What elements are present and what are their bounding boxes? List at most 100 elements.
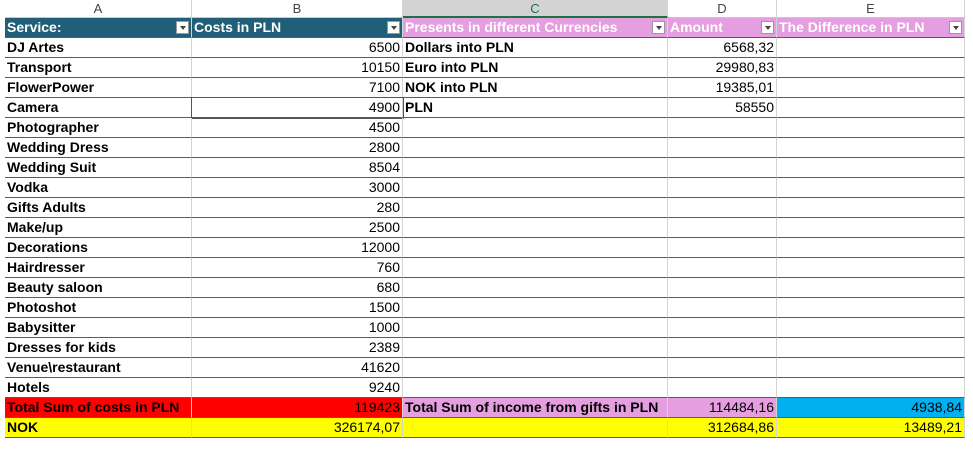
cell[interactable]: 13489,21 xyxy=(777,418,965,438)
cell[interactable]: 312684,86 xyxy=(668,418,777,438)
filter-button[interactable] xyxy=(176,21,189,34)
cell[interactable] xyxy=(668,358,777,378)
cell[interactable]: 1000 xyxy=(192,318,403,338)
cell[interactable] xyxy=(403,318,668,338)
cell[interactable]: Camera xyxy=(5,98,192,118)
cell[interactable] xyxy=(403,198,668,218)
cell[interactable]: 4938,84 xyxy=(777,398,965,418)
cell[interactable] xyxy=(668,158,777,178)
cell[interactable]: Hairdresser xyxy=(5,258,192,278)
cell[interactable]: Vodka xyxy=(5,178,192,198)
cell[interactable] xyxy=(403,298,668,318)
cell[interactable]: Photographer xyxy=(5,118,192,138)
cell[interactable] xyxy=(668,138,777,158)
cell[interactable] xyxy=(777,98,965,118)
cell[interactable]: 280 xyxy=(192,198,403,218)
cell[interactable]: 2500 xyxy=(192,218,403,238)
cell[interactable] xyxy=(668,318,777,338)
cell[interactable]: Dresses for kids xyxy=(5,338,192,358)
cell[interactable] xyxy=(777,318,965,338)
cell[interactable]: NOK into PLN xyxy=(403,78,668,98)
cell[interactable]: 29980,83 xyxy=(668,58,777,78)
cell[interactable] xyxy=(777,378,965,398)
cell[interactable]: Wedding Suit xyxy=(5,158,192,178)
cell[interactable] xyxy=(668,218,777,238)
cell[interactable]: Total Sum of costs in PLN xyxy=(5,398,192,418)
column-header[interactable]: C xyxy=(403,0,668,18)
cell[interactable] xyxy=(777,358,965,378)
cell[interactable] xyxy=(777,278,965,298)
column-header[interactable]: A xyxy=(5,0,192,18)
filter-button[interactable] xyxy=(761,21,774,34)
cell[interactable] xyxy=(668,298,777,318)
cell[interactable]: 19385,01 xyxy=(668,78,777,98)
cell[interactable]: Transport xyxy=(5,58,192,78)
cell[interactable]: 41620 xyxy=(192,358,403,378)
cell[interactable]: 58550 xyxy=(668,98,777,118)
cell[interactable] xyxy=(403,118,668,138)
cell[interactable] xyxy=(668,278,777,298)
cell[interactable]: FlowerPower xyxy=(5,78,192,98)
cell[interactable]: 6500 xyxy=(192,38,403,58)
cell[interactable] xyxy=(403,218,668,238)
cell[interactable] xyxy=(668,378,777,398)
cell[interactable]: Photoshot xyxy=(5,298,192,318)
cell[interactable]: 4900 xyxy=(191,97,404,119)
cell[interactable]: Dollars into PLN xyxy=(403,38,668,58)
cell[interactable]: NOK xyxy=(5,418,192,438)
cell[interactable]: 114484,16 xyxy=(668,398,777,418)
cell[interactable]: 10150 xyxy=(192,58,403,78)
cell[interactable]: 7100 xyxy=(192,78,403,98)
cell[interactable] xyxy=(668,238,777,258)
cell[interactable] xyxy=(403,358,668,378)
cell[interactable] xyxy=(777,78,965,98)
cell[interactable] xyxy=(777,138,965,158)
column-header[interactable]: D xyxy=(668,0,777,18)
cell[interactable] xyxy=(668,338,777,358)
cell[interactable] xyxy=(777,118,965,138)
cell[interactable]: 119423 xyxy=(192,398,403,418)
cell[interactable] xyxy=(403,238,668,258)
cell[interactable] xyxy=(403,418,668,438)
cell[interactable] xyxy=(403,158,668,178)
cell[interactable]: PLN xyxy=(403,98,668,118)
cell[interactable]: 9240 xyxy=(192,378,403,398)
cell[interactable]: 3000 xyxy=(192,178,403,198)
cell[interactable]: 1500 xyxy=(192,298,403,318)
cell[interactable]: Venue\restaurant xyxy=(5,358,192,378)
cell[interactable] xyxy=(668,178,777,198)
cell[interactable]: 12000 xyxy=(192,238,403,258)
cell[interactable]: 760 xyxy=(192,258,403,278)
cell[interactable] xyxy=(777,38,965,58)
cell[interactable]: Total Sum of income from gifts in PLN xyxy=(403,398,668,418)
cell[interactable]: Beauty saloon xyxy=(5,278,192,298)
cell[interactable] xyxy=(777,338,965,358)
cell[interactable]: 8504 xyxy=(192,158,403,178)
cell[interactable] xyxy=(777,258,965,278)
cell[interactable] xyxy=(403,258,668,278)
cell[interactable]: Gifts Adults xyxy=(5,198,192,218)
cell[interactable]: Make/up xyxy=(5,218,192,238)
cell[interactable] xyxy=(403,138,668,158)
cell[interactable]: 2389 xyxy=(192,338,403,358)
cell[interactable]: 4500 xyxy=(192,118,403,138)
cell[interactable]: Babysitter xyxy=(5,318,192,338)
cell[interactable] xyxy=(777,238,965,258)
column-header[interactable]: E xyxy=(777,0,965,18)
cell[interactable] xyxy=(668,118,777,138)
cell[interactable] xyxy=(777,58,965,78)
cell[interactable] xyxy=(403,278,668,298)
cell[interactable]: 680 xyxy=(192,278,403,298)
cell[interactable] xyxy=(777,178,965,198)
cell[interactable]: 2800 xyxy=(192,138,403,158)
filter-button[interactable] xyxy=(949,21,962,34)
cell[interactable]: Euro into PLN xyxy=(403,58,668,78)
cell[interactable] xyxy=(777,218,965,238)
cell[interactable]: Wedding Dress xyxy=(5,138,192,158)
cell[interactable] xyxy=(403,378,668,398)
cell[interactable] xyxy=(668,258,777,278)
cell[interactable]: DJ Artes xyxy=(5,38,192,58)
cell[interactable] xyxy=(777,298,965,318)
cell[interactable]: Decorations xyxy=(5,238,192,258)
cell[interactable] xyxy=(777,198,965,218)
